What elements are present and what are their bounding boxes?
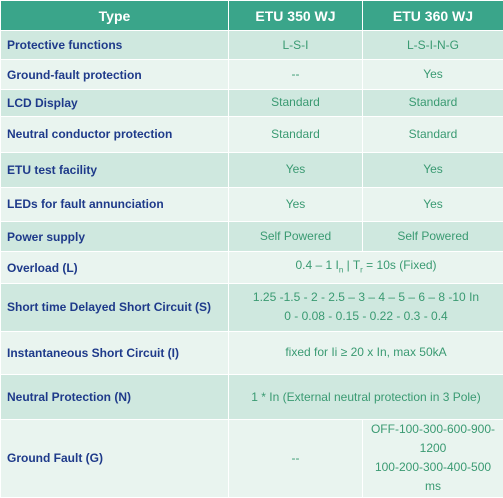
ground-value-350: --: [228, 418, 363, 498]
overload-tr-text: | T: [343, 258, 361, 272]
row-label: Ground-fault protection: [0, 58, 229, 91]
overload-subscript-n: n: [338, 265, 344, 275]
row-value-360: Yes: [362, 186, 503, 223]
table-row: Instantaneous Short Circuit (I) fixed fo…: [0, 330, 503, 376]
row-label: Neutral conductor protection: [0, 115, 229, 154]
row-value-360: L-S-I-N-G: [362, 30, 503, 60]
row-value-360: Standard: [362, 89, 503, 117]
table-row: Neutral conductor protection Standard St…: [0, 115, 503, 154]
row-label: Short time Delayed Short Circuit (S): [0, 282, 229, 332]
table-row: Short time Delayed Short Circuit (S) 1.2…: [0, 282, 503, 332]
table-row: Protective functions L-S-I L-S-I-N-G: [0, 30, 503, 60]
row-label: Power supply: [0, 221, 229, 253]
short-time-line-1: 1.25 -1.5 - 2 - 2.5 – 3 – 4 – 5 – 6 – 8 …: [252, 290, 480, 305]
row-value-350: Standard: [228, 115, 363, 154]
table-row: Power supply Self Powered Self Powered: [0, 221, 503, 253]
overload-value: 0.4 – 1 In | Tr = 10s (Fixed): [228, 251, 503, 284]
row-value-350: Yes: [228, 152, 363, 188]
instantaneous-value: fixed for Ii ≥ 20 x In, max 50kA: [228, 330, 503, 376]
row-value-350: L-S-I: [228, 30, 363, 60]
overload-range-text: 0.4 – 1 I: [295, 258, 339, 272]
short-time-line-2: 0 - 0.08 - 0.15 - 0.22 - 0.3 - 0.4: [284, 309, 448, 324]
short-time-value: 1.25 -1.5 - 2 - 2.5 – 3 – 4 – 5 – 6 – 8 …: [228, 282, 503, 332]
row-value-350: Standard: [228, 89, 363, 117]
row-label: Neutral Protection (N): [0, 374, 229, 420]
row-value-360: Self Powered: [362, 221, 503, 253]
header-row: Type ETU 350 WJ ETU 360 WJ: [0, 0, 503, 32]
neutral-value: 1 * In (External neutral protection in 3…: [228, 374, 503, 420]
table-row: Neutral Protection (N) 1 * In (External …: [0, 374, 503, 420]
table-row: Overload (L) 0.4 – 1 In | Tr = 10s (Fixe…: [0, 251, 503, 284]
table-row: LEDs for fault annunciation Yes Yes: [0, 186, 503, 223]
table-row: LCD Display Standard Standard: [0, 89, 503, 117]
row-value-360: Standard: [362, 115, 503, 154]
row-label: ETU test facility: [0, 152, 229, 188]
ground-value-360: OFF-100-300-600-900-1200 100-200-300-400…: [362, 418, 503, 498]
row-label: Instantaneous Short Circuit (I): [0, 330, 229, 376]
row-label: Ground Fault (G): [0, 418, 229, 498]
row-value-360: Yes: [362, 58, 503, 91]
row-value-350: --: [228, 58, 363, 91]
header-etu-350: ETU 350 WJ: [228, 0, 363, 32]
header-type: Type: [0, 0, 229, 32]
row-value-350: Yes: [228, 186, 363, 223]
header-etu-360: ETU 360 WJ: [362, 0, 503, 32]
table-row: Ground-fault protection -- Yes: [0, 58, 503, 91]
row-value-360: Yes: [362, 152, 503, 188]
overload-subscript-r: r: [360, 265, 363, 275]
row-value-350: Self Powered: [228, 221, 363, 253]
overload-time-text: = 10s (Fixed): [362, 258, 437, 272]
ground-line-1: OFF-100-300-600-900-1200: [370, 422, 496, 456]
ground-line-2: 100-200-300-400-500 ms: [374, 460, 492, 494]
row-label: Overload (L): [0, 251, 229, 284]
table-row: ETU test facility Yes Yes: [0, 152, 503, 188]
row-label: LCD Display: [0, 89, 229, 117]
row-label: Protective functions: [0, 30, 229, 60]
row-label: LEDs for fault annunciation: [0, 186, 229, 223]
table-row: Ground Fault (G) -- OFF-100-300-600-900-…: [0, 418, 503, 498]
